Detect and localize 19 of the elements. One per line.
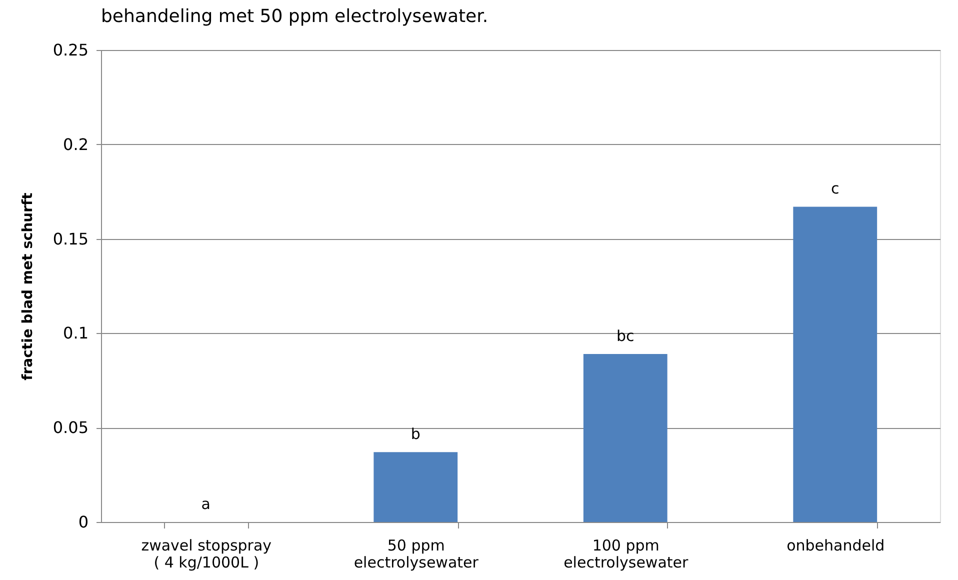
y-tick-label: 0.25 <box>52 40 88 60</box>
bar <box>374 452 458 522</box>
chart-title: behandeling met 50 ppm electrolysewater. <box>101 6 488 27</box>
bar <box>793 206 878 522</box>
annotation: a <box>201 495 210 513</box>
x-tick-label: zwavel stopspray ( 4 kg/1000L ) <box>141 536 272 572</box>
x-tick-label: 100 ppm electrolysewater <box>564 536 690 572</box>
y-tick-label: 0.2 <box>63 134 88 154</box>
x-tick-label: 50 ppm electrolysewater <box>354 536 480 572</box>
y-tick-label: 0.15 <box>52 229 88 248</box>
y-tick-label: 0.1 <box>63 324 88 343</box>
annotation: b <box>410 425 420 444</box>
y-tick-label: 0.05 <box>52 418 88 438</box>
annotation: c <box>831 180 840 198</box>
annotation: bc <box>616 326 634 345</box>
x-tick-label: onbehandeld <box>786 536 885 554</box>
y-axis-title: fractie blad met schurft <box>20 192 36 380</box>
bar <box>583 354 668 522</box>
y-tick-label: 0 <box>78 512 88 532</box>
